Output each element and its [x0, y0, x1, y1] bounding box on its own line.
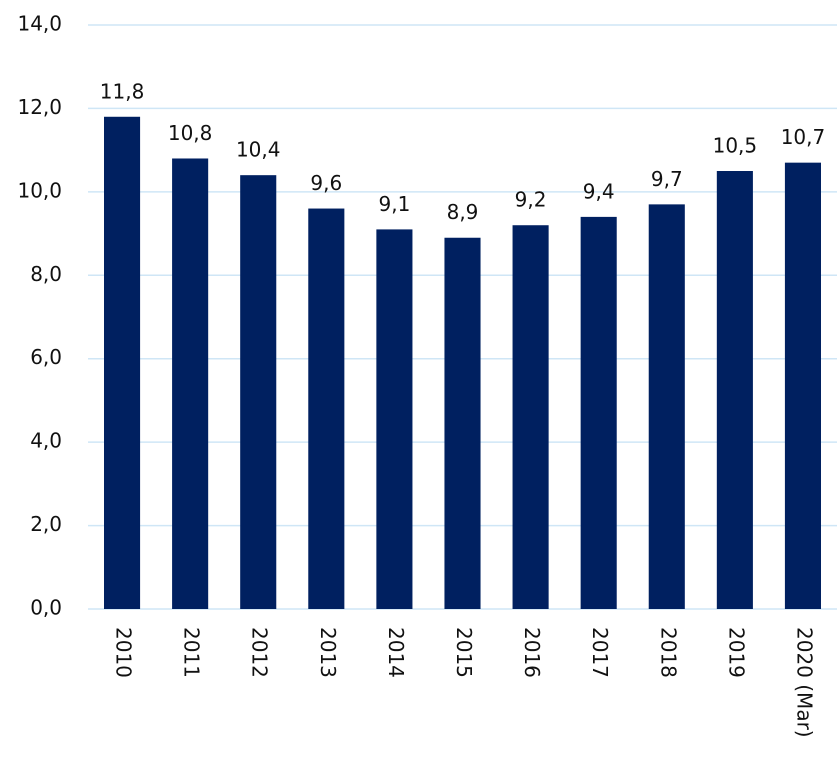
bar — [308, 208, 345, 610]
y-tick-label: 6,0 — [30, 345, 62, 369]
x-tick-label: 2015 — [452, 627, 476, 678]
x-tick-label: 2011 — [180, 627, 204, 678]
value-label: 9,2 — [515, 188, 547, 212]
x-tick-label: 2016 — [520, 627, 544, 678]
bar — [648, 204, 685, 609]
y-tick-label: 12,0 — [17, 95, 62, 119]
bar — [172, 158, 209, 609]
y-tick-label: 0,0 — [30, 596, 62, 620]
x-tick-label: 2018 — [656, 627, 680, 678]
bar — [376, 229, 413, 609]
value-label: 11,8 — [100, 79, 145, 103]
value-label: 9,4 — [583, 179, 615, 203]
y-tick-label: 4,0 — [30, 429, 62, 453]
y-tick-label: 8,0 — [30, 262, 62, 286]
x-tick-label: 2020 (Mar) — [792, 627, 816, 738]
bar — [716, 171, 753, 609]
bar — [784, 162, 821, 609]
x-tick-label: 2010 — [112, 627, 136, 678]
x-tick-label: 2017 — [588, 627, 612, 678]
value-label: 9,6 — [310, 171, 342, 195]
bar — [580, 216, 617, 609]
x-tick-label: 2012 — [248, 627, 272, 678]
value-label: 10,5 — [713, 134, 758, 158]
y-tick-label: 10,0 — [17, 178, 62, 202]
bar — [444, 237, 481, 609]
x-tick-label: 2013 — [316, 627, 340, 678]
bar — [240, 175, 277, 609]
value-label: 10,4 — [236, 138, 281, 162]
y-tick-label: 2,0 — [30, 512, 62, 536]
value-label: 10,8 — [168, 121, 213, 145]
value-label: 9,7 — [651, 167, 683, 191]
x-tick-label: 2019 — [724, 627, 748, 678]
bar — [104, 116, 141, 610]
x-tick-label: 2014 — [384, 627, 408, 678]
value-label: 10,7 — [781, 125, 826, 149]
bar — [512, 225, 549, 609]
value-label: 9,1 — [379, 192, 411, 216]
value-label: 8,9 — [447, 200, 479, 224]
y-tick-label: 14,0 — [17, 12, 62, 36]
